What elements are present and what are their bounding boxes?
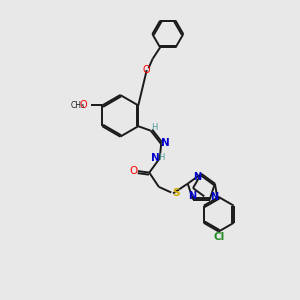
Text: O: O (80, 100, 87, 110)
Text: H: H (158, 153, 165, 162)
Text: Cl: Cl (213, 232, 224, 242)
Text: CH₃: CH₃ (70, 101, 84, 110)
Text: S: S (172, 188, 180, 198)
Text: N: N (151, 153, 159, 163)
Text: N: N (161, 139, 170, 148)
Text: O: O (143, 65, 151, 75)
Text: O: O (130, 166, 138, 176)
Text: N: N (193, 172, 201, 182)
Text: H: H (152, 123, 158, 132)
Text: N: N (188, 191, 196, 201)
Text: N: N (210, 192, 218, 202)
